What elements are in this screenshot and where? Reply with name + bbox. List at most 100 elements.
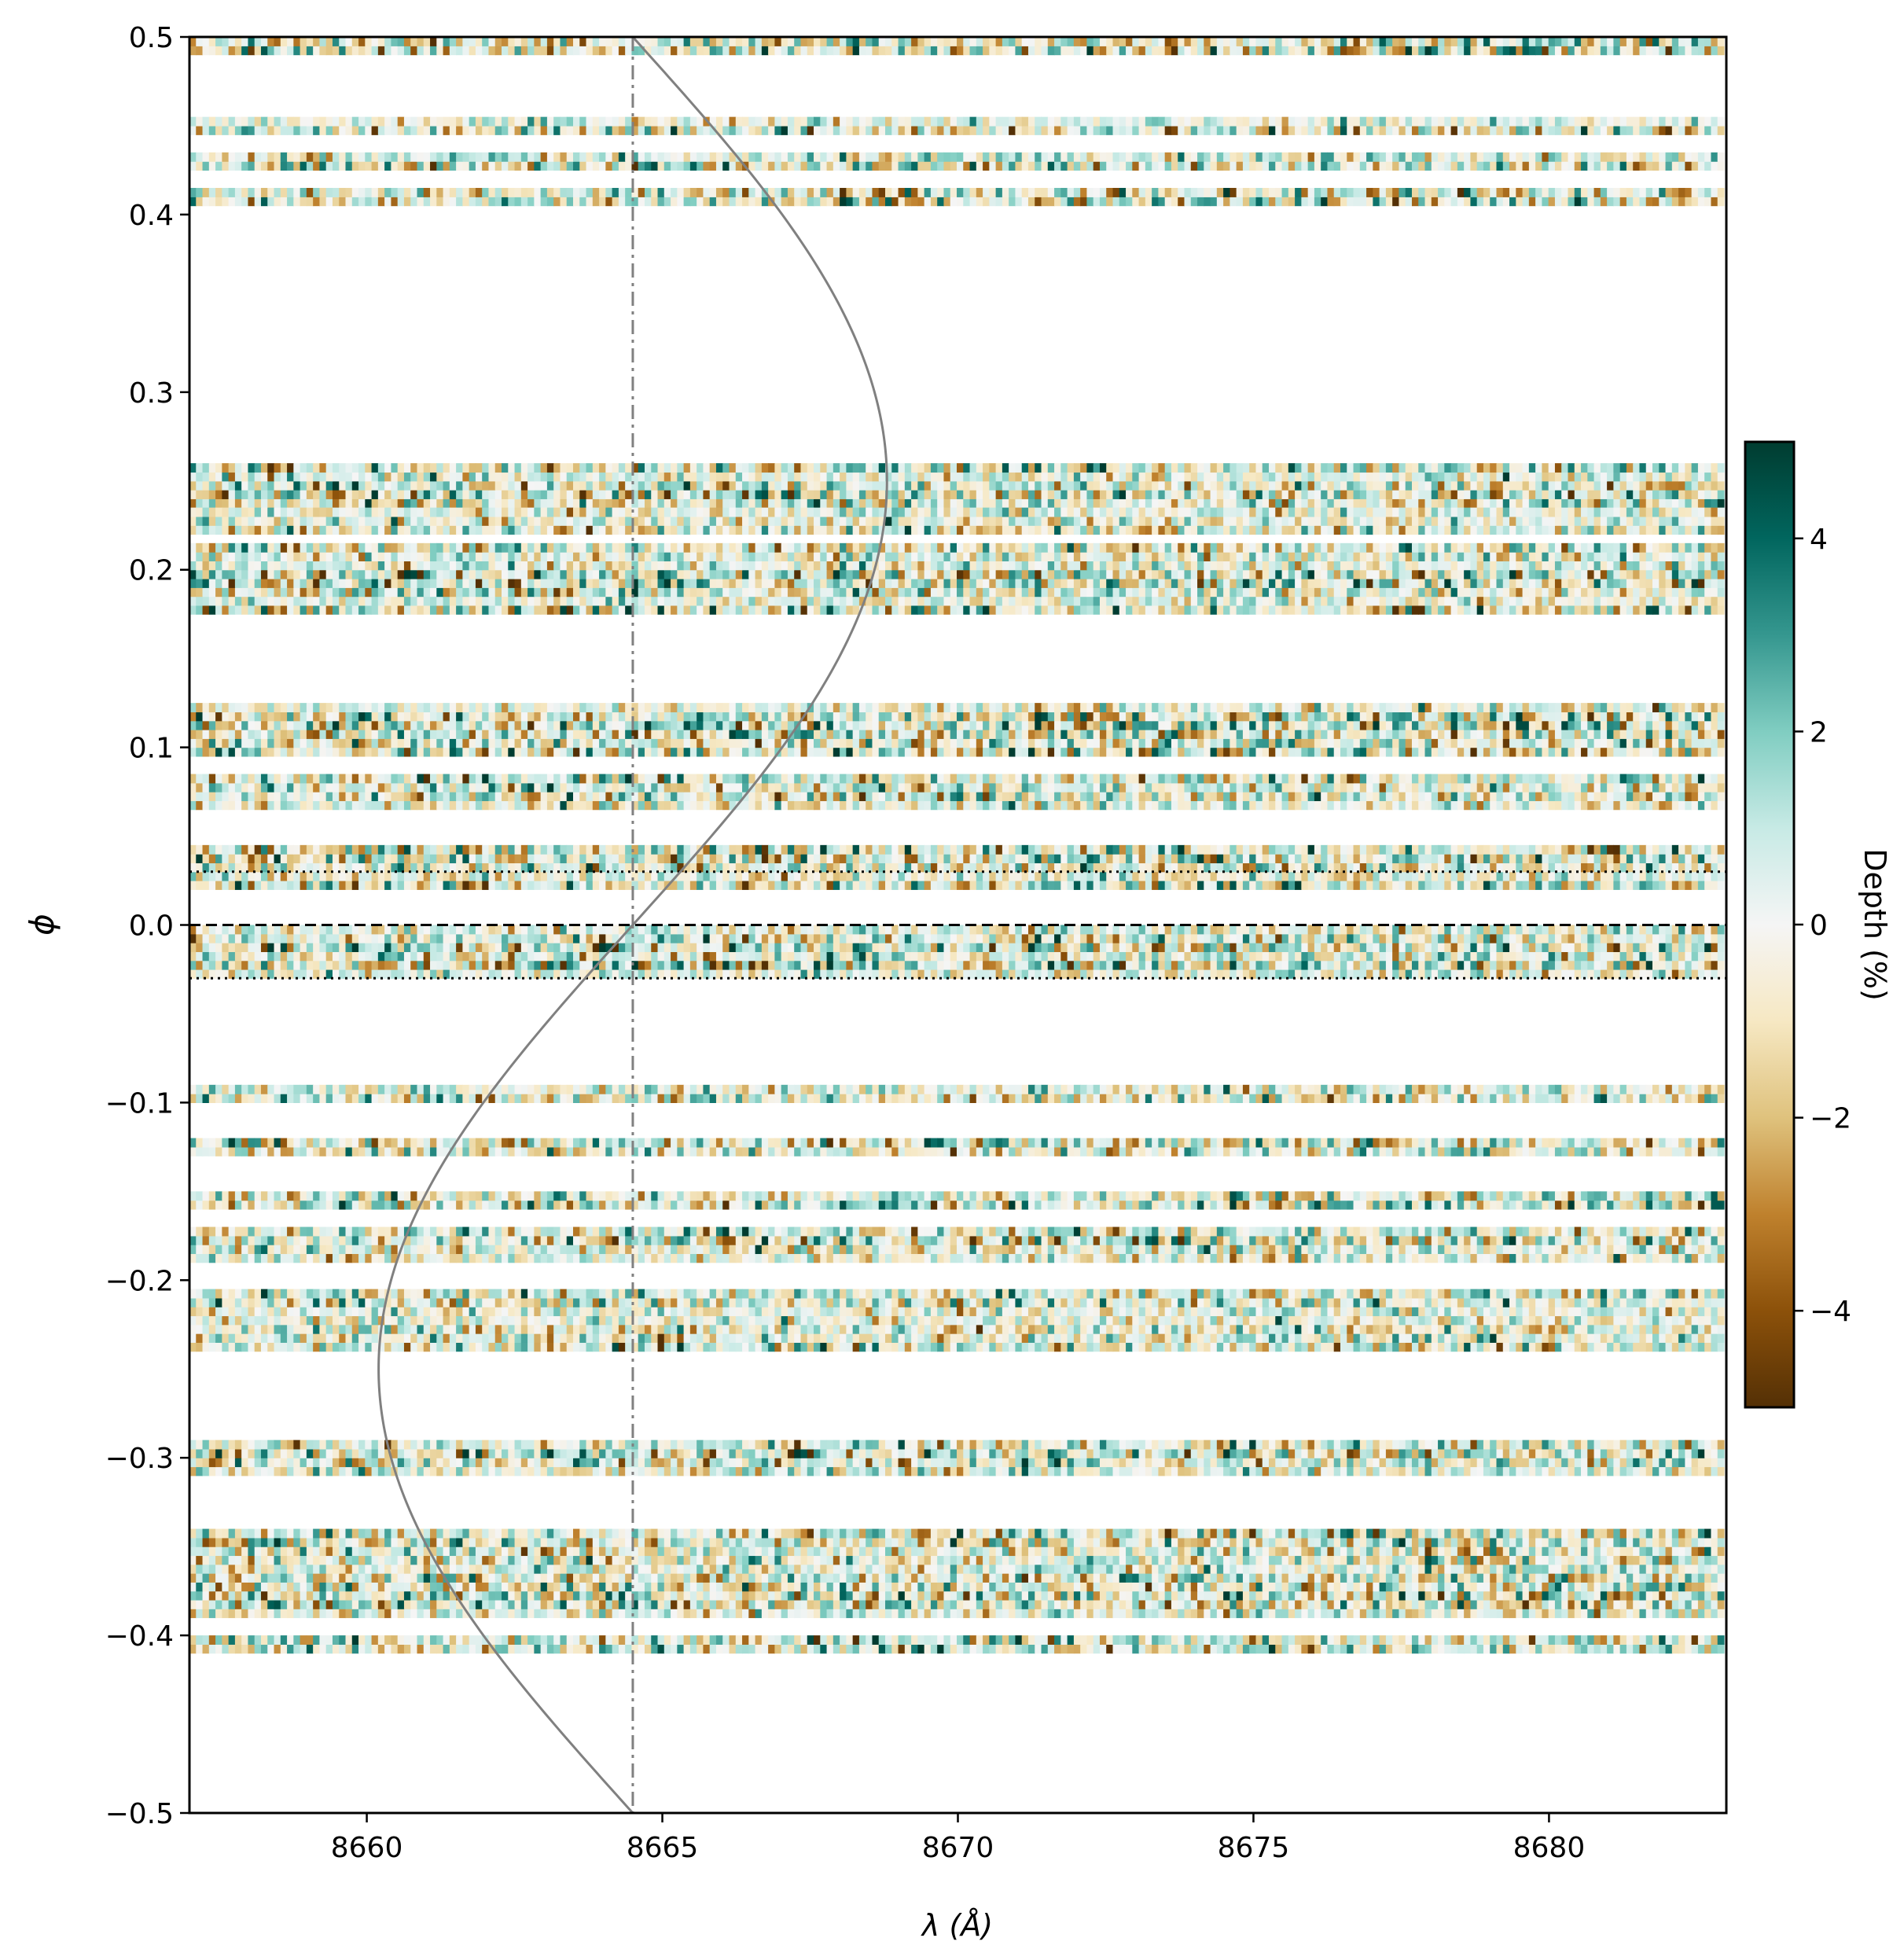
heatmap-cell bbox=[1678, 152, 1685, 162]
heatmap-cell bbox=[1152, 605, 1159, 615]
heatmap-cell bbox=[1626, 507, 1634, 517]
heatmap-cell bbox=[1587, 188, 1595, 197]
heatmap-cell bbox=[677, 579, 685, 588]
heatmap-cell bbox=[729, 516, 737, 526]
heatmap-cell bbox=[625, 152, 633, 162]
heatmap-cell bbox=[482, 579, 490, 588]
heatmap-cell bbox=[274, 463, 281, 473]
heatmap-cell bbox=[1457, 188, 1465, 197]
heatmap-cell bbox=[397, 525, 405, 535]
heatmap-cell bbox=[715, 472, 723, 482]
heatmap-cell bbox=[293, 188, 301, 197]
heatmap-cell bbox=[1015, 507, 1023, 517]
heatmap-cell bbox=[1496, 152, 1504, 162]
heatmap-cell bbox=[1424, 516, 1432, 526]
heatmap-cell bbox=[1275, 46, 1283, 56]
heatmap-cell bbox=[456, 125, 463, 135]
heatmap-cell bbox=[689, 152, 697, 162]
heatmap-cell bbox=[540, 125, 548, 135]
heatmap-cell bbox=[1236, 472, 1244, 482]
heatmap-cell bbox=[254, 561, 262, 571]
heatmap-cell bbox=[462, 525, 470, 535]
heatmap-cell bbox=[1204, 507, 1211, 517]
heatmap-cell bbox=[520, 579, 528, 588]
heatmap-cell bbox=[924, 490, 932, 499]
heatmap-cell bbox=[1249, 587, 1257, 598]
heatmap-cell bbox=[520, 188, 528, 197]
heatmap-cell bbox=[1086, 605, 1094, 615]
heatmap-cell bbox=[989, 125, 997, 135]
heatmap-cell bbox=[1671, 161, 1679, 171]
heatmap-cell bbox=[1009, 507, 1016, 517]
heatmap-cell bbox=[618, 152, 626, 162]
heatmap-cell bbox=[1333, 525, 1341, 535]
heatmap-cell bbox=[365, 596, 373, 606]
heatmap-cell bbox=[208, 37, 216, 46]
heatmap-cell bbox=[482, 587, 490, 598]
heatmap-cell bbox=[671, 116, 678, 127]
heatmap-cell bbox=[846, 116, 854, 127]
heatmap-cell bbox=[761, 569, 769, 579]
heatmap-cell bbox=[663, 579, 671, 588]
heatmap-cell bbox=[345, 480, 353, 491]
heatmap-cell bbox=[1600, 587, 1608, 598]
heatmap-cell bbox=[917, 579, 925, 588]
heatmap-cell bbox=[1444, 569, 1452, 579]
heatmap-cell bbox=[1321, 516, 1329, 526]
heatmap-cell bbox=[794, 587, 802, 598]
heatmap-cell bbox=[885, 507, 892, 517]
heatmap-cell bbox=[1041, 125, 1049, 135]
heatmap-cell bbox=[443, 579, 450, 588]
heatmap-cell bbox=[1249, 516, 1257, 526]
heatmap-cell bbox=[358, 490, 366, 499]
heatmap-cell bbox=[260, 525, 268, 535]
heatmap-cell bbox=[644, 516, 652, 526]
heatmap-cell bbox=[1671, 507, 1679, 517]
heatmap-cell bbox=[618, 516, 626, 526]
heatmap-cell bbox=[735, 587, 743, 598]
heatmap-cell bbox=[267, 561, 275, 571]
heatmap-cell bbox=[579, 516, 587, 526]
heatmap-cell bbox=[430, 37, 437, 46]
heatmap-cell bbox=[436, 463, 444, 473]
heatmap-cell bbox=[1223, 188, 1230, 197]
heatmap-cell bbox=[1347, 116, 1354, 127]
heatmap-cell bbox=[768, 605, 775, 615]
heatmap-cell bbox=[546, 463, 554, 473]
heatmap-cell bbox=[715, 507, 723, 517]
heatmap-cell bbox=[313, 490, 321, 499]
heatmap-cell bbox=[976, 498, 983, 509]
heatmap-cell bbox=[384, 116, 391, 127]
heatmap-cell bbox=[228, 197, 236, 207]
heatmap-cell bbox=[1359, 569, 1367, 579]
heatmap-cell bbox=[397, 463, 405, 473]
heatmap-cell bbox=[989, 516, 997, 526]
heatmap-cell bbox=[1047, 498, 1055, 509]
heatmap-cell bbox=[904, 480, 912, 491]
heatmap-cell bbox=[1438, 480, 1445, 491]
heatmap-cell bbox=[1659, 605, 1667, 615]
heatmap-cell bbox=[1678, 46, 1685, 56]
heatmap-cell bbox=[989, 490, 997, 499]
heatmap-cell bbox=[1164, 516, 1172, 526]
heatmap-cell bbox=[1015, 463, 1023, 473]
heatmap-cell bbox=[254, 507, 262, 517]
heatmap-cell bbox=[1399, 463, 1406, 473]
heatmap-cell bbox=[1132, 188, 1140, 197]
heatmap-cell bbox=[1678, 596, 1685, 606]
heatmap-cell bbox=[502, 579, 509, 588]
heatmap-cell bbox=[488, 125, 496, 135]
heatmap-cell bbox=[365, 525, 373, 535]
heatmap-cell bbox=[631, 498, 639, 509]
heatmap-cell bbox=[1204, 161, 1211, 171]
heatmap-cell bbox=[722, 480, 730, 491]
heatmap-cell bbox=[1607, 152, 1614, 162]
heatmap-cell bbox=[1678, 490, 1685, 499]
heatmap-cell bbox=[820, 507, 828, 517]
heatmap-cell bbox=[715, 188, 723, 197]
heatmap-cell bbox=[345, 188, 353, 197]
heatmap-cell bbox=[520, 480, 528, 491]
heatmap-cell bbox=[1347, 197, 1354, 207]
heatmap-cell bbox=[443, 569, 450, 579]
heatmap-cell bbox=[391, 197, 399, 207]
